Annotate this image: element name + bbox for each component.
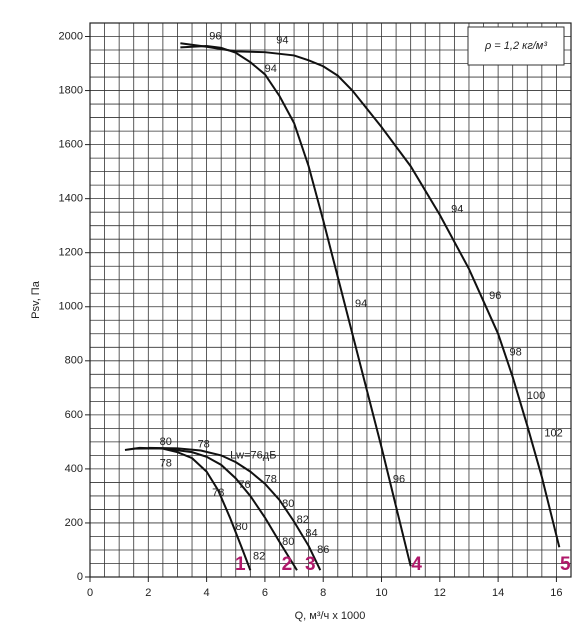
x-tick-label: 0 [87,587,93,599]
x-tick-label: 4 [204,587,210,599]
x-tick-label: 16 [550,587,562,599]
annotation: 96 [489,290,501,302]
annotation: 98 [509,347,521,359]
x-tick-label: 10 [375,587,387,599]
x-tick-label: 14 [492,587,504,599]
y-tick-label: 1800 [59,84,83,96]
series-label: 1 [235,554,246,575]
x-tick-label: 6 [262,587,268,599]
y-axis-label: Psv, Па [30,280,42,319]
annotation: 84 [305,528,317,540]
annotation: 94 [265,63,277,75]
y-tick-label: 1000 [59,301,83,313]
x-tick-label: 2 [145,587,151,599]
annotation: 78 [212,487,224,499]
annotation: 76 [238,479,250,491]
note: ρ = 1,2 кг/м³ [484,40,547,52]
annotation: 96 [209,30,221,42]
note-box [467,26,565,66]
y-tick-label: 600 [65,409,83,421]
annotation: 94 [451,203,463,215]
annotation: 82 [297,514,309,526]
annotation: 80 [160,436,172,448]
annotation: 82 [253,551,265,563]
y-tick-label: 400 [65,463,83,475]
series-label: 2 [282,554,293,575]
annotation: 78 [265,474,277,486]
annotation: 80 [282,498,294,510]
curve [148,446,322,571]
y-tick-label: 1200 [59,247,83,259]
curve [133,447,298,571]
annotation: 78 [160,457,172,469]
grid [89,22,572,578]
annotation: Lw=76дБ [230,449,276,461]
annotation: 94 [355,298,367,310]
y-tick-label: 200 [65,517,83,529]
y-tick-label: 1600 [59,139,83,151]
annotation: 94 [276,34,288,46]
annotation: 102 [544,428,562,440]
annotation: 80 [235,521,247,533]
curve [124,446,252,571]
y-tick-label: 0 [77,571,83,583]
y-tick-label: 800 [65,355,83,367]
x-tick-label: 8 [320,587,326,599]
annotation: 80 [282,536,294,548]
curve [180,42,561,548]
annotation: 86 [317,544,329,556]
annotation: 96 [393,474,405,486]
series-label: 5 [560,554,571,575]
y-tick-label: 1400 [59,193,83,205]
x-tick-label: 12 [434,587,446,599]
annotation: 100 [527,390,545,402]
annotation: 78 [198,438,210,450]
y-tick-label: 2000 [59,30,83,42]
plot-frame [89,22,572,578]
x-axis-label: Q, м³/ч x 1000 [295,610,366,622]
series-label: 3 [305,554,316,575]
series-label: 4 [411,554,422,575]
